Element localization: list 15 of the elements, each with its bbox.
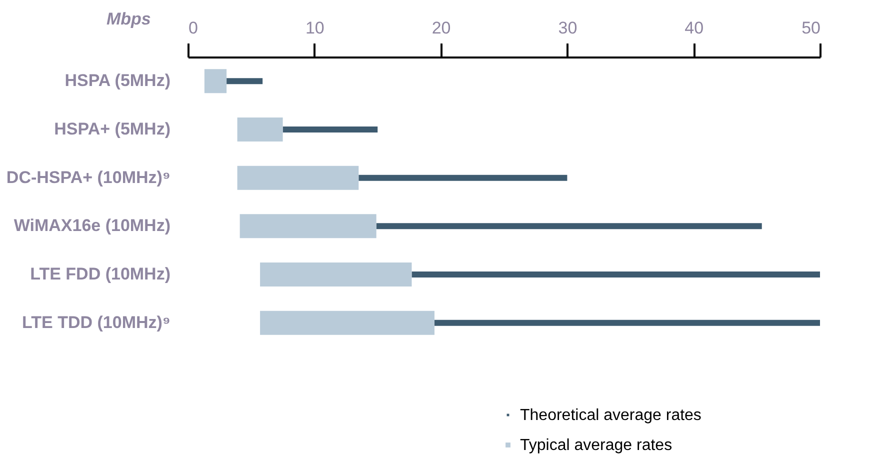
- y-tick-label: WiMAX16e (10MHz): [14, 216, 170, 236]
- x-tick-label: 50: [802, 18, 820, 38]
- x-tick-label: 10: [305, 18, 324, 38]
- y-tick-label: LTE TDD (10MHz)⁹: [22, 312, 170, 332]
- x-tick-label: 40: [684, 18, 704, 38]
- legend-label: Typical average rates: [520, 437, 672, 454]
- x-tick-label: 0: [188, 18, 198, 38]
- x-axis-title: Mbps: [106, 10, 151, 28]
- y-tick-label: HSPA+ (5MHz): [54, 120, 170, 138]
- legend-label: Theoretical average rates: [520, 407, 702, 424]
- y-tick-label: HSPA (5MHz): [64, 71, 170, 90]
- y-tick-label: DC-HSPA+ (10MHz)⁹: [6, 168, 170, 187]
- x-tick-label: 30: [558, 18, 578, 38]
- y-tick-label: LTE FDD (10MHz): [30, 264, 170, 284]
- x-tick-label: 20: [432, 18, 451, 38]
